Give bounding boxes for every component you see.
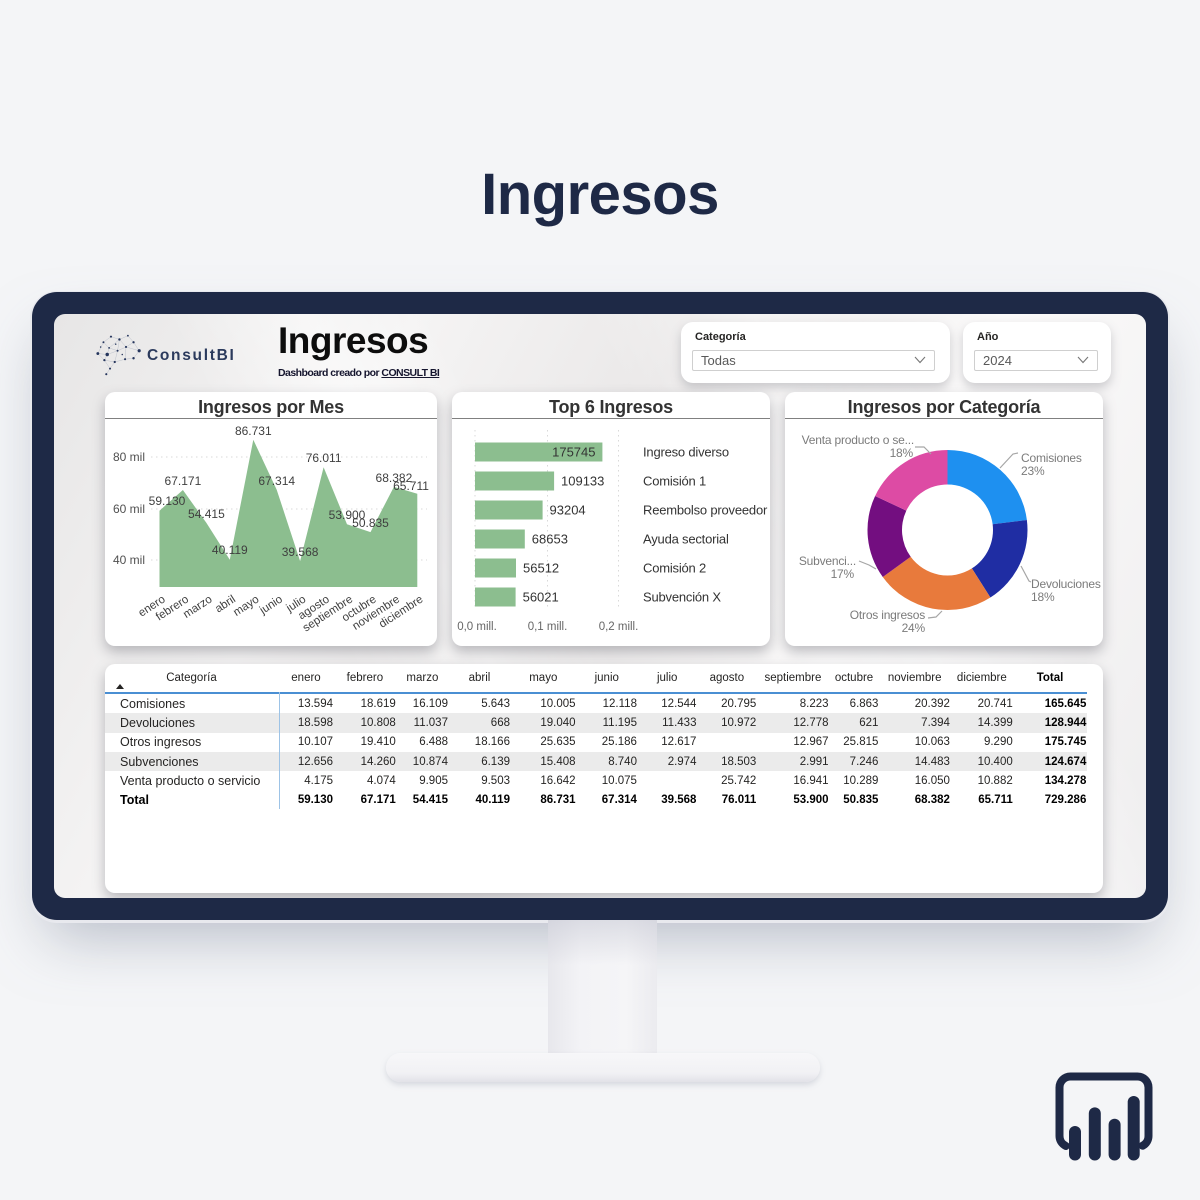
svg-text:39.568: 39.568	[282, 545, 319, 559]
svg-text:Subvención X: Subvención X	[643, 590, 721, 605]
svg-text:76.011: 76.011	[306, 451, 342, 465]
svg-text:56512: 56512	[523, 561, 559, 576]
svg-text:86.731: 86.731	[235, 424, 272, 438]
svg-text:Comisión 1: Comisión 1	[643, 474, 706, 489]
svg-text:23%: 23%	[1021, 464, 1045, 478]
svg-text:109133: 109133	[561, 474, 604, 489]
svg-text:Subvenci...: Subvenci...	[799, 554, 856, 568]
svg-text:0,0 mill.: 0,0 mill.	[457, 621, 497, 633]
svg-text:65.711: 65.711	[393, 479, 429, 493]
svg-text:67.314: 67.314	[258, 474, 295, 488]
svg-text:50.835: 50.835	[352, 516, 389, 530]
svg-text:40 mil: 40 mil	[113, 553, 145, 567]
svg-text:Ingreso diverso: Ingreso diverso	[643, 445, 729, 460]
svg-text:24%: 24%	[902, 621, 926, 635]
svg-text:Reembolso proveedor: Reembolso proveedor	[643, 503, 768, 518]
svg-text:17%: 17%	[831, 567, 855, 581]
svg-text:Devoluciones: Devoluciones	[1031, 577, 1101, 591]
svg-text:68653: 68653	[532, 532, 568, 547]
svg-text:59.130: 59.130	[149, 494, 186, 508]
svg-text:80 mil: 80 mil	[113, 450, 145, 464]
svg-text:0,1 mill.: 0,1 mill.	[528, 621, 568, 633]
svg-text:18%: 18%	[1031, 590, 1055, 604]
svg-text:Ayuda sectorial: Ayuda sectorial	[643, 532, 729, 547]
svg-text:Otros ingresos: Otros ingresos	[850, 608, 925, 622]
svg-text:Venta producto o se...: Venta producto o se...	[802, 433, 914, 447]
svg-text:93204: 93204	[550, 503, 586, 518]
svg-text:junio: junio	[257, 593, 285, 617]
svg-text:67.171: 67.171	[165, 474, 202, 488]
svg-text:mayo: mayo	[231, 593, 261, 618]
svg-text:54.415: 54.415	[188, 507, 225, 521]
svg-text:Comisión 2: Comisión 2	[643, 561, 706, 576]
svg-text:60 mil: 60 mil	[113, 502, 145, 516]
svg-text:18%: 18%	[890, 446, 914, 460]
svg-text:53.900: 53.900	[329, 508, 366, 522]
svg-text:68.382: 68.382	[376, 471, 413, 485]
svg-text:0,2 mill.: 0,2 mill.	[599, 621, 639, 633]
svg-text:Comisiones: Comisiones	[1021, 451, 1082, 465]
svg-text:175745: 175745	[552, 445, 595, 460]
svg-text:40.119: 40.119	[212, 543, 248, 557]
svg-text:56021: 56021	[523, 590, 559, 605]
